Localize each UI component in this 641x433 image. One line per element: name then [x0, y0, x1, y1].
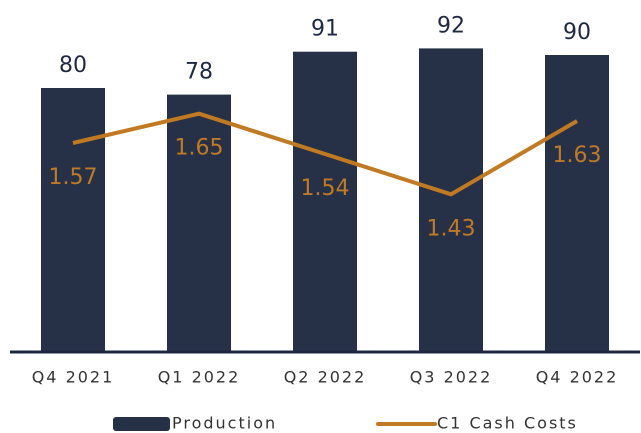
x-tick-label: Q1 2022 [158, 368, 241, 387]
x-tick-label: Q4 2022 [536, 368, 619, 387]
line-value-label: 1.57 [49, 165, 98, 190]
bar [545, 55, 609, 352]
legend-swatch [113, 417, 170, 431]
legend-label: Production [172, 414, 277, 433]
line-value-label: 1.54 [301, 176, 350, 201]
bar-value-label: 80 [59, 53, 87, 78]
legend-label: C1 Cash Costs [437, 414, 578, 433]
bar [167, 94, 231, 352]
bar [41, 88, 105, 352]
x-tick-label: Q4 2021 [32, 368, 115, 387]
bar-value-label: 90 [563, 20, 591, 45]
bar-value-label: 91 [311, 17, 339, 42]
x-tick-label: Q2 2022 [284, 368, 367, 387]
bar-value-label: 92 [437, 13, 465, 38]
line-value-label: 1.63 [553, 143, 602, 168]
line-value-label: 1.43 [427, 216, 476, 241]
x-tick-label: Q3 2022 [410, 368, 493, 387]
bar-value-label: 78 [185, 60, 213, 85]
line [72, 111, 579, 197]
bar [419, 48, 483, 353]
line-value-label: 1.65 [175, 136, 224, 161]
bar [293, 51, 357, 352]
